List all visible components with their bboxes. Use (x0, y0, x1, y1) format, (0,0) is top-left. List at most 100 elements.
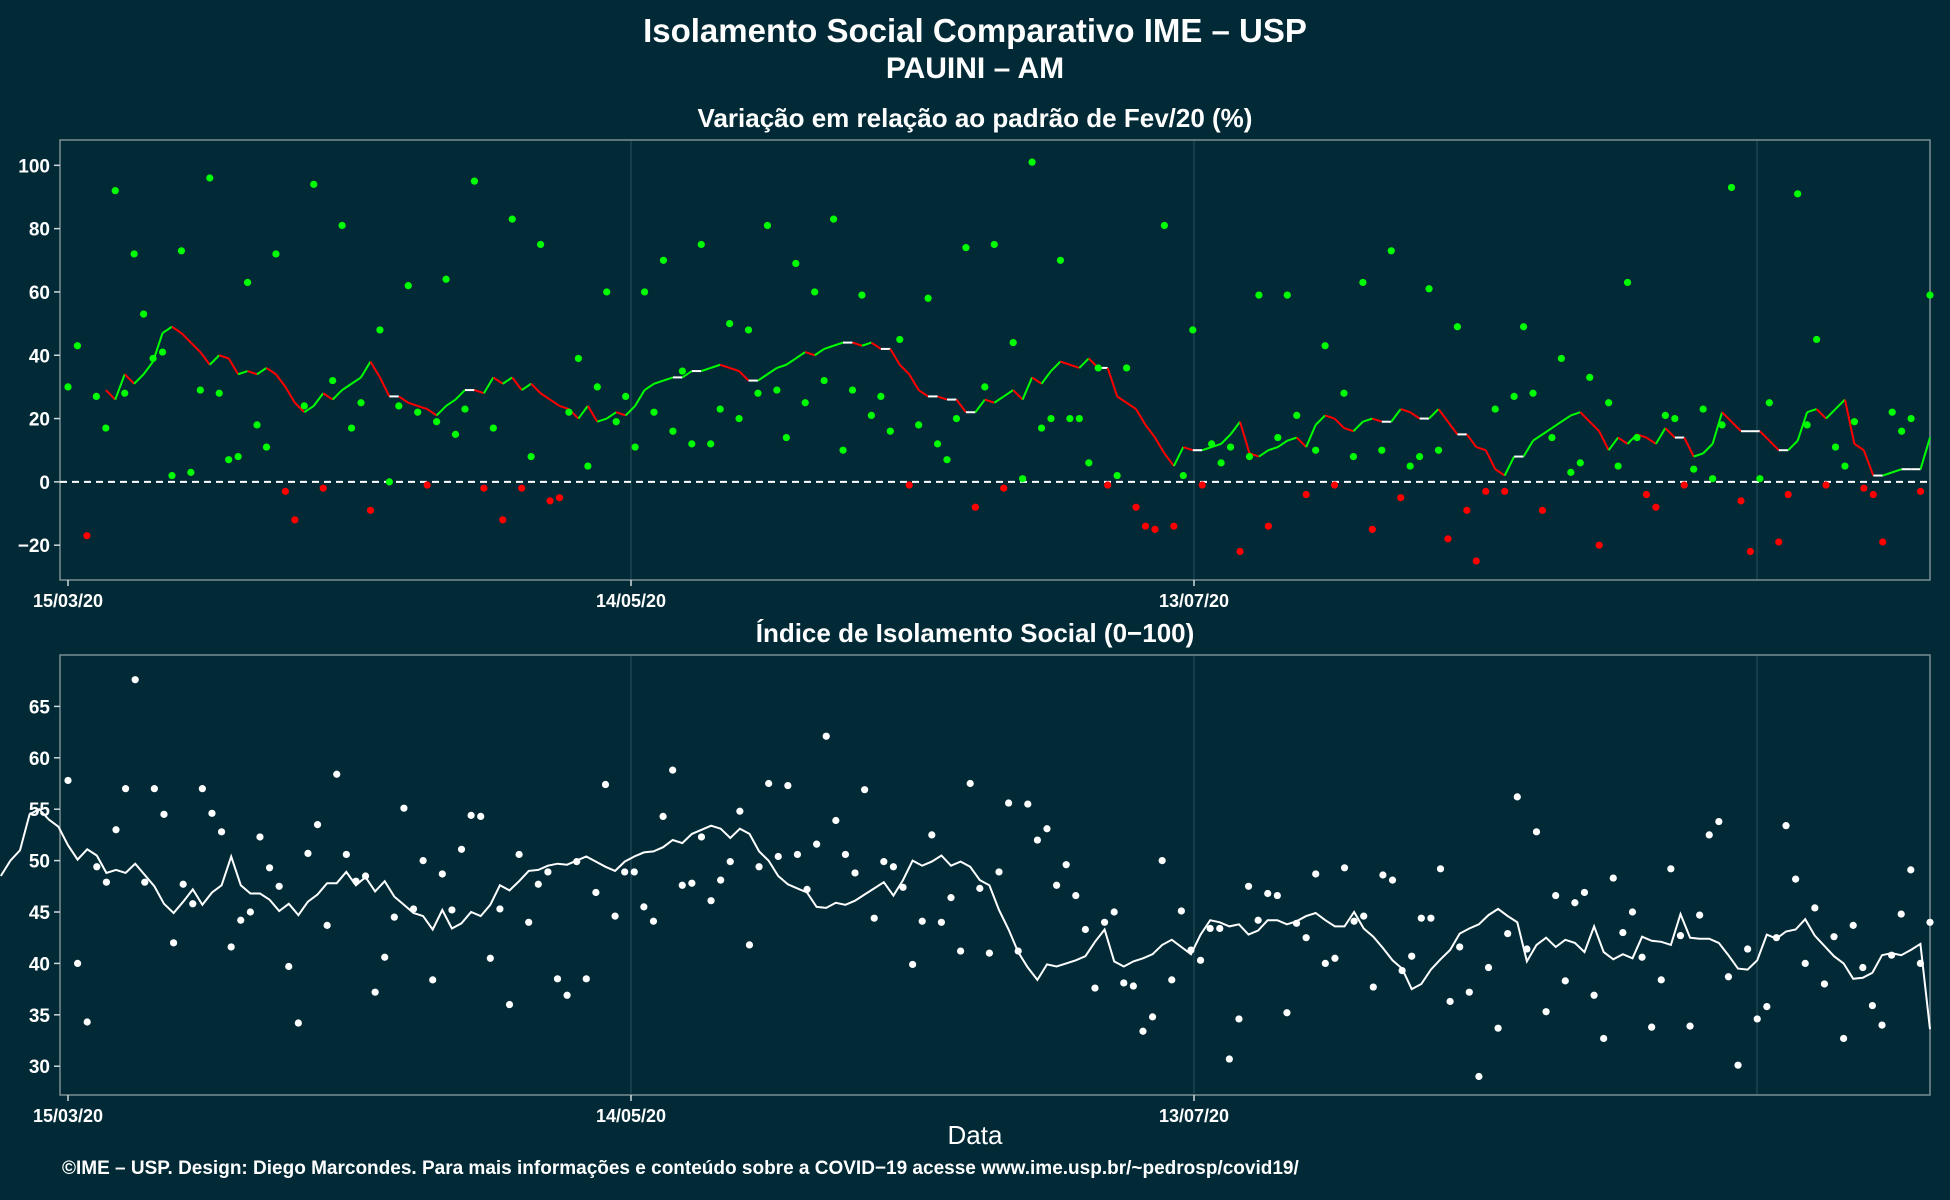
data-point (555, 494, 564, 502)
data-point (381, 953, 389, 961)
data-point (1196, 956, 1205, 964)
moving-average-segment (1069, 363, 1080, 369)
data-point (1638, 953, 1646, 961)
moving-average-segment (1721, 411, 1733, 423)
data-point (962, 244, 970, 252)
data-point (1254, 916, 1262, 924)
data-point (858, 291, 866, 299)
data-point (1926, 918, 1934, 926)
moving-average-segment (483, 376, 495, 394)
data-point (1331, 954, 1339, 962)
moving-average-segment (426, 408, 438, 417)
data-point (1523, 945, 1531, 953)
data-point (1387, 247, 1395, 255)
moving-average-segment (1570, 411, 1581, 417)
data-point (1590, 991, 1598, 999)
moving-average-segment (142, 360, 154, 375)
data-point (1734, 1061, 1742, 1069)
credit-text: ©IME – USP. Design: Diego Marcondes. Par… (62, 1158, 1299, 1179)
moving-average-segment (218, 354, 229, 360)
data-point (376, 326, 384, 334)
data-point (1465, 988, 1473, 996)
data-point (1519, 323, 1528, 331)
data-point (1763, 1002, 1771, 1011)
moving-average-segment (1834, 398, 1846, 410)
data-point (1100, 918, 1109, 926)
data-point (1456, 943, 1464, 951)
data-point (208, 809, 216, 817)
data-point (1642, 490, 1651, 499)
data-point (121, 389, 129, 397)
data-point (333, 770, 341, 778)
data-point (93, 863, 101, 871)
data-point (1680, 481, 1688, 489)
moving-average-segment (870, 341, 882, 350)
data-point (1360, 912, 1368, 920)
moving-average-segment (1352, 421, 1364, 432)
data-point (811, 288, 819, 296)
data-point (1686, 1022, 1694, 1030)
moving-average-segment (199, 351, 211, 366)
data-point (304, 849, 312, 858)
top-chart-title: Variação em relação ao padrão de Fev/20 … (697, 103, 1253, 133)
data-point (1561, 977, 1569, 985)
data-point (841, 850, 850, 859)
data-point (470, 177, 479, 185)
data-point (1571, 899, 1579, 907)
data-point (1350, 917, 1358, 925)
data-point (918, 917, 926, 925)
x-tick-label: 13/07/20 (1159, 1106, 1229, 1126)
x-tick-label: 15/03/20 (33, 591, 103, 611)
data-point (1879, 538, 1887, 546)
moving-average-segment (1843, 399, 1856, 445)
data-point (1782, 822, 1790, 830)
moving-average-segment (1702, 443, 1714, 455)
data-point (1283, 291, 1291, 299)
data-point (1446, 997, 1454, 1006)
data-point (414, 408, 422, 416)
data-point (390, 913, 398, 921)
data-point (1000, 484, 1008, 492)
data-point (281, 487, 289, 495)
data-point (1657, 976, 1665, 984)
data-point (1676, 932, 1685, 940)
data-point (1416, 452, 1424, 461)
data-point (1916, 487, 1925, 495)
moving-average-segment (284, 386, 296, 404)
data-point (1340, 389, 1348, 397)
data-point (1113, 471, 1121, 480)
data-point (1652, 503, 1660, 511)
moving-average-segment (1012, 389, 1024, 401)
data-point (141, 878, 149, 886)
data-point (592, 888, 600, 897)
data-point (1803, 421, 1811, 429)
y-tick-label: 45 (29, 903, 51, 924)
data-point (227, 943, 235, 951)
moving-average-segment (1003, 389, 1014, 398)
moving-average-segment (1551, 420, 1562, 429)
moving-average-segment (133, 373, 145, 385)
moving-average-segment (1579, 411, 1591, 423)
moving-average-segment (1409, 411, 1421, 420)
data-point (404, 282, 412, 290)
data-point (584, 462, 592, 470)
data-point (323, 921, 331, 929)
moving-average-segment (1400, 408, 1411, 414)
moving-average-segment (984, 398, 995, 404)
data-point (1661, 411, 1669, 419)
y-tick-label: 80 (29, 220, 50, 241)
data-point (187, 468, 195, 476)
moving-average-segment (1182, 446, 1194, 452)
moving-average-segment (190, 341, 202, 353)
data-point (1463, 506, 1471, 514)
data-point (669, 766, 677, 774)
data-point (803, 885, 811, 893)
data-point (121, 785, 130, 793)
data-point (1158, 857, 1166, 865)
data-point (429, 976, 437, 984)
data-point (707, 440, 715, 448)
data-point (1744, 945, 1752, 953)
data-point (1129, 982, 1137, 990)
data-point (1359, 278, 1367, 287)
data-point (1425, 285, 1433, 293)
